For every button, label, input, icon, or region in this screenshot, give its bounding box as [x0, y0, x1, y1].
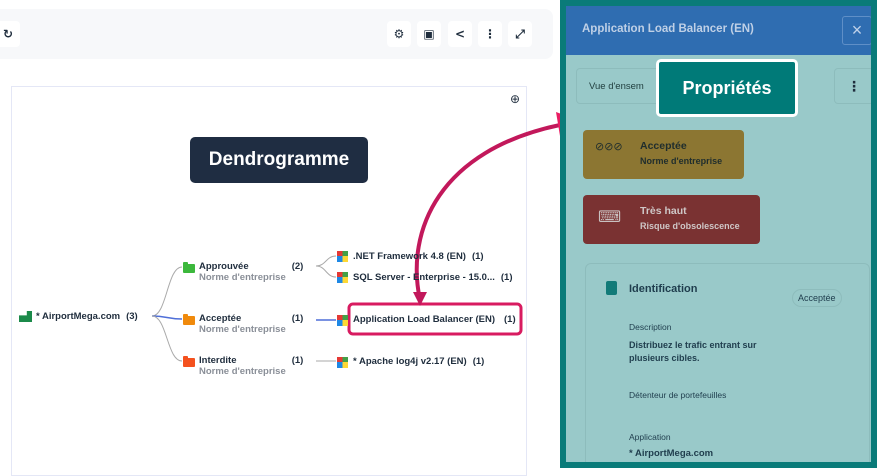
status-title: Acceptée	[640, 140, 687, 152]
branch-approuvee[interactable]: Approuvée	[199, 261, 249, 272]
root-row: * AirportMega.com (3)	[36, 311, 138, 322]
branch-sub: Norme d'entreprise	[199, 272, 286, 283]
toolbar: ↻ ⚙ ▣ < ⋮ ⤢	[0, 9, 553, 59]
more-vertical-icon: ⋮	[847, 77, 861, 94]
standard-icon: ⊘⊘⊘	[595, 140, 623, 153]
description-label: Description	[629, 322, 672, 332]
arrow-tail	[413, 292, 427, 306]
folder-icon	[183, 356, 195, 367]
status-badge: Acceptée	[792, 289, 842, 307]
app-icon	[337, 357, 348, 368]
alarm-laptop-icon: ⌨	[598, 207, 622, 226]
folder-icon	[183, 314, 195, 325]
settings-button[interactable]: ⚙	[387, 21, 411, 47]
leaf-node[interactable]: Application Load Balancer (EN)	[353, 314, 495, 325]
more-button[interactable]: ⋮	[478, 21, 502, 47]
owner-label: Détenteur de portefeuilles	[629, 390, 727, 400]
branch-row: Interdite Norme d'entreprise (1)	[199, 355, 303, 377]
status-subtitle: Norme d'entreprise	[640, 156, 723, 166]
section-title: Identification	[629, 283, 698, 295]
edge-approuvee-sql	[315, 265, 337, 278]
edge-root-interdite	[151, 315, 183, 362]
leaf-count: (1)	[471, 251, 484, 262]
document-icon	[606, 281, 617, 295]
root-count: (3)	[126, 311, 138, 322]
leaf-node[interactable]: SQL Server - Enterprise - 15.0...	[353, 272, 495, 283]
dendrogram-label: Dendrogramme	[190, 137, 368, 183]
refresh-button[interactable]: ↻	[0, 21, 20, 47]
branch-row: Acceptée Norme d'entreprise (1)	[199, 313, 303, 335]
gear-icon: ⚙	[393, 27, 405, 41]
close-button[interactable]: ×	[842, 16, 871, 45]
app-icon	[337, 315, 348, 326]
print-icon: ▣	[423, 27, 435, 41]
app-icon	[337, 272, 348, 283]
more-vertical-icon: ⋮	[484, 27, 496, 41]
branch-sub: Norme d'entreprise	[199, 366, 286, 377]
print-button[interactable]: ▣	[417, 21, 441, 47]
edge-approuvee-net	[315, 255, 337, 267]
panel-header: Application Load Balancer (EN) ×	[566, 6, 871, 55]
branch-interdite[interactable]: Interdite	[199, 355, 237, 366]
leaf-count: (1)	[504, 314, 516, 325]
branch-count: (1)	[291, 313, 304, 324]
zoom-in-icon[interactable]: ⊕	[510, 92, 521, 106]
branch-count: (1)	[291, 355, 304, 366]
leaf-node[interactable]: .NET Framework 4.8 (EN)	[353, 251, 466, 262]
risk-subtitle: Risque d'obsolescence	[640, 221, 740, 231]
panel-title: Application Load Balancer (EN)	[582, 23, 754, 35]
branch-count: (2)	[291, 261, 304, 272]
application-label: Application	[629, 432, 671, 442]
leaf-node[interactable]: * Apache log4j v2.17 (EN)	[353, 356, 467, 367]
properties-label: Propriétés	[656, 59, 798, 117]
tab-label: Vue d'ensem	[589, 81, 644, 92]
share-button[interactable]: <	[448, 21, 472, 47]
leaf-row: * Apache log4j v2.17 (EN) (1)	[353, 356, 484, 367]
leaf-count: (1)	[472, 356, 485, 367]
edge-root-acceptee	[151, 315, 183, 320]
branch-acceptee[interactable]: Acceptée	[199, 313, 242, 324]
refresh-icon: ↻	[2, 27, 14, 41]
identification-section: Identification Acceptée Description Dist…	[585, 263, 870, 462]
folder-icon	[183, 262, 195, 273]
application-icon	[19, 311, 32, 322]
highlight-box	[347, 302, 523, 336]
share-icon: <	[454, 27, 466, 41]
description-value: Distribuez le trafic entrant sur plusieu…	[629, 340, 757, 363]
application-link[interactable]: * AirportMega.com	[629, 448, 714, 459]
risk-card: ⌨ Très haut Risque d'obsolescence	[583, 195, 760, 244]
properties-panel: Application Load Balancer (EN) × Vue d'e…	[560, 0, 877, 468]
edge-root-approuvee	[151, 266, 183, 317]
risk-title: Très haut	[640, 205, 687, 217]
leaf-count: (1)	[500, 272, 513, 283]
branch-row: Approuvée Norme d'entreprise (2)	[199, 261, 303, 283]
expand-icon: ⤢	[515, 26, 525, 41]
leaf-row: .NET Framework 4.8 (EN) (1)	[353, 251, 484, 262]
expand-button[interactable]: ⤢	[508, 21, 532, 47]
app-icon	[337, 251, 348, 262]
status-card: ⊘⊘⊘ Acceptée Norme d'entreprise	[583, 130, 744, 179]
root-node[interactable]: * AirportMega.com	[36, 311, 121, 322]
branch-sub: Norme d'entreprise	[199, 324, 286, 335]
leaf-row: SQL Server - Enterprise - 15.0... (1)	[353, 272, 513, 283]
close-icon: ×	[851, 20, 863, 40]
leaf-row: Application Load Balancer (EN) (1)	[353, 314, 516, 325]
callout-arrow	[414, 123, 561, 301]
panel-more-button[interactable]: ⋮	[834, 68, 871, 104]
